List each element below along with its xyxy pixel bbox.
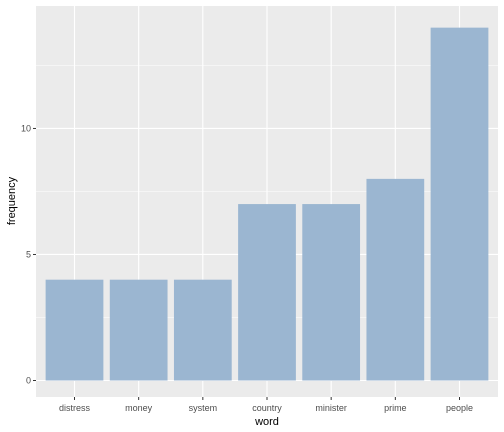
x-axis-title: word [254,416,279,428]
bar-people [430,27,489,381]
bar-money [109,279,168,381]
y-tick-label: 0 [26,376,31,386]
bar-prime [366,178,425,381]
bar-system [173,279,232,381]
y-axis-ticks: 0 5 10 [21,123,36,386]
bar-minister [302,204,361,381]
y-tick-label: 5 [26,249,31,259]
y-tick-label: 10 [21,123,31,133]
bar-distress [45,279,104,381]
bar-country [238,204,296,381]
x-tick-label: people [446,403,473,413]
x-tick-label: minister [315,403,347,413]
x-tick-label: distress [59,403,91,413]
y-axis-title: frequency [6,176,18,225]
bars [45,27,489,381]
x-tick-label: prime [384,403,407,413]
x-tick-label: money [125,403,153,413]
x-tick-label: country [252,403,282,413]
x-axis-ticks: distress money system country minister prime p… [59,397,473,413]
x-tick-label: system [189,403,218,413]
